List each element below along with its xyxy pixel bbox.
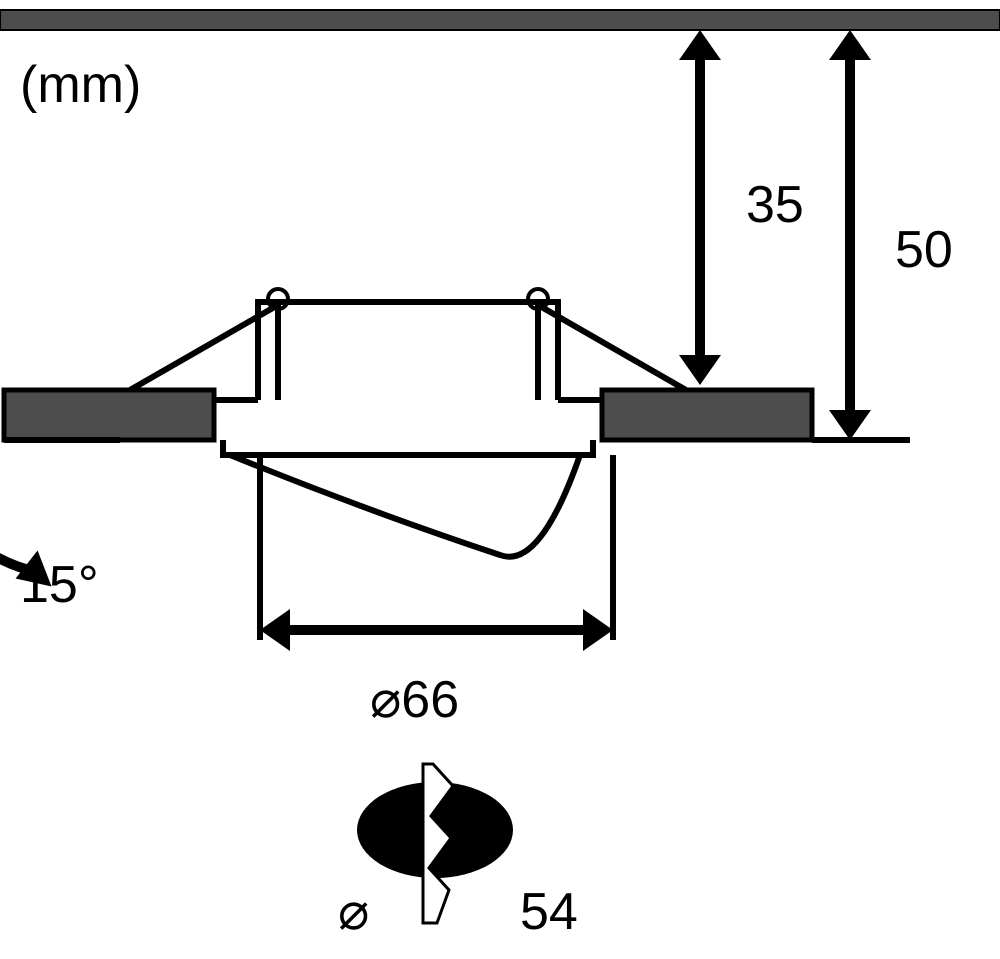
cutout-dia: 54 <box>520 882 578 942</box>
unit-label: (mm) <box>20 55 141 115</box>
tilt-angle: 15° <box>20 555 99 615</box>
depth-50: 50 <box>895 220 953 280</box>
technical-drawing <box>0 0 1000 959</box>
outer-dia: ⌀66 <box>370 670 459 730</box>
depth-35: 35 <box>746 175 804 235</box>
cutout-sym: ⌀ <box>338 882 369 942</box>
